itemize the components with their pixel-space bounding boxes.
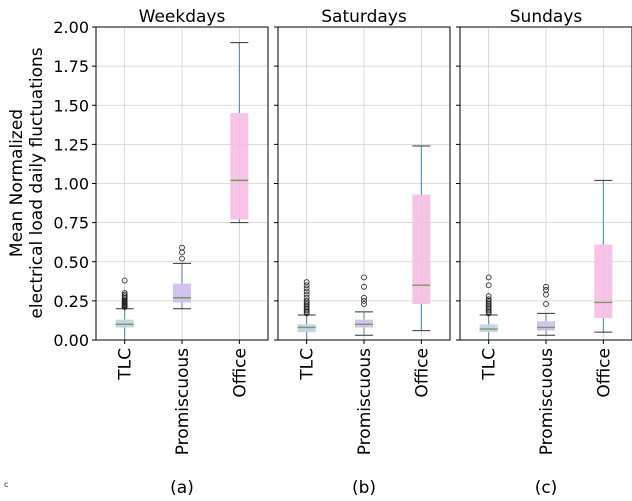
x-tick-label: TLC xyxy=(298,348,318,381)
flier-point xyxy=(121,277,128,284)
y-tick-label: 1.25 xyxy=(53,135,89,154)
box-promiscuous xyxy=(355,319,373,328)
flier-point xyxy=(179,255,185,262)
flier-point xyxy=(303,291,310,298)
flier-point xyxy=(361,283,367,290)
flier-point xyxy=(485,293,492,300)
flier-point xyxy=(361,274,367,281)
box-promiscuous xyxy=(537,321,555,331)
box-office xyxy=(230,113,249,220)
y-tick-label: 0.00 xyxy=(53,331,89,350)
flier-point xyxy=(303,288,310,295)
y-tick-label: 1.00 xyxy=(53,175,89,194)
flier-point xyxy=(303,285,310,292)
panel-title: Weekdays xyxy=(139,7,226,27)
panel-title: Sundays xyxy=(510,7,583,27)
flier-point xyxy=(485,282,492,289)
box-office xyxy=(412,194,431,305)
flier-point xyxy=(361,301,367,307)
panel-title: Saturdays xyxy=(321,7,407,27)
y-axis-label-line1: Mean Normalized xyxy=(7,109,27,257)
y-tick-label: 2.00 xyxy=(53,18,89,37)
box-tlc xyxy=(115,319,134,328)
panel-caption: (c) xyxy=(535,478,558,498)
flier-point xyxy=(303,301,310,307)
x-tick-label: Promiscuous xyxy=(537,348,557,455)
flier-point xyxy=(303,297,310,304)
x-tick-label: Office xyxy=(412,348,432,398)
flier-point xyxy=(543,301,549,307)
y-tick-label: 0.50 xyxy=(53,253,89,272)
flier-point xyxy=(121,291,128,298)
flier-point xyxy=(361,294,367,301)
flier-point xyxy=(121,293,128,300)
flier-point xyxy=(179,244,185,251)
y-axis-label-line2: electrical load daily fluctuations xyxy=(27,47,47,318)
stray-mark: c xyxy=(4,480,9,489)
box-tlc xyxy=(297,324,316,333)
box-tlc xyxy=(479,324,498,333)
flier-point xyxy=(485,299,492,306)
box-promiscuous xyxy=(173,283,191,303)
flier-point xyxy=(485,296,492,303)
x-tick-label: Promiscuous xyxy=(355,348,375,455)
panel-caption: (b) xyxy=(352,478,376,498)
flier-point xyxy=(361,297,367,304)
x-tick-label: Promiscuous xyxy=(173,348,193,455)
flier-point xyxy=(303,279,310,285)
box-office xyxy=(594,244,613,319)
x-tick-label: TLC xyxy=(116,348,136,381)
y-tick-label: 1.50 xyxy=(53,96,89,115)
x-tick-label: TLC xyxy=(480,348,500,381)
y-tick-label: 0.25 xyxy=(53,292,89,311)
flier-point xyxy=(485,274,492,281)
x-tick-label: Office xyxy=(230,348,250,398)
x-tick-label: Office xyxy=(594,348,614,398)
flier-point xyxy=(303,294,310,301)
panel-caption: (a) xyxy=(170,478,194,498)
y-tick-label: 0.75 xyxy=(53,214,89,233)
flier-point xyxy=(543,283,549,290)
flier-point xyxy=(543,287,549,293)
y-tick-label: 1.75 xyxy=(53,57,89,76)
flier-point xyxy=(121,290,128,296)
flier-point xyxy=(303,282,310,289)
